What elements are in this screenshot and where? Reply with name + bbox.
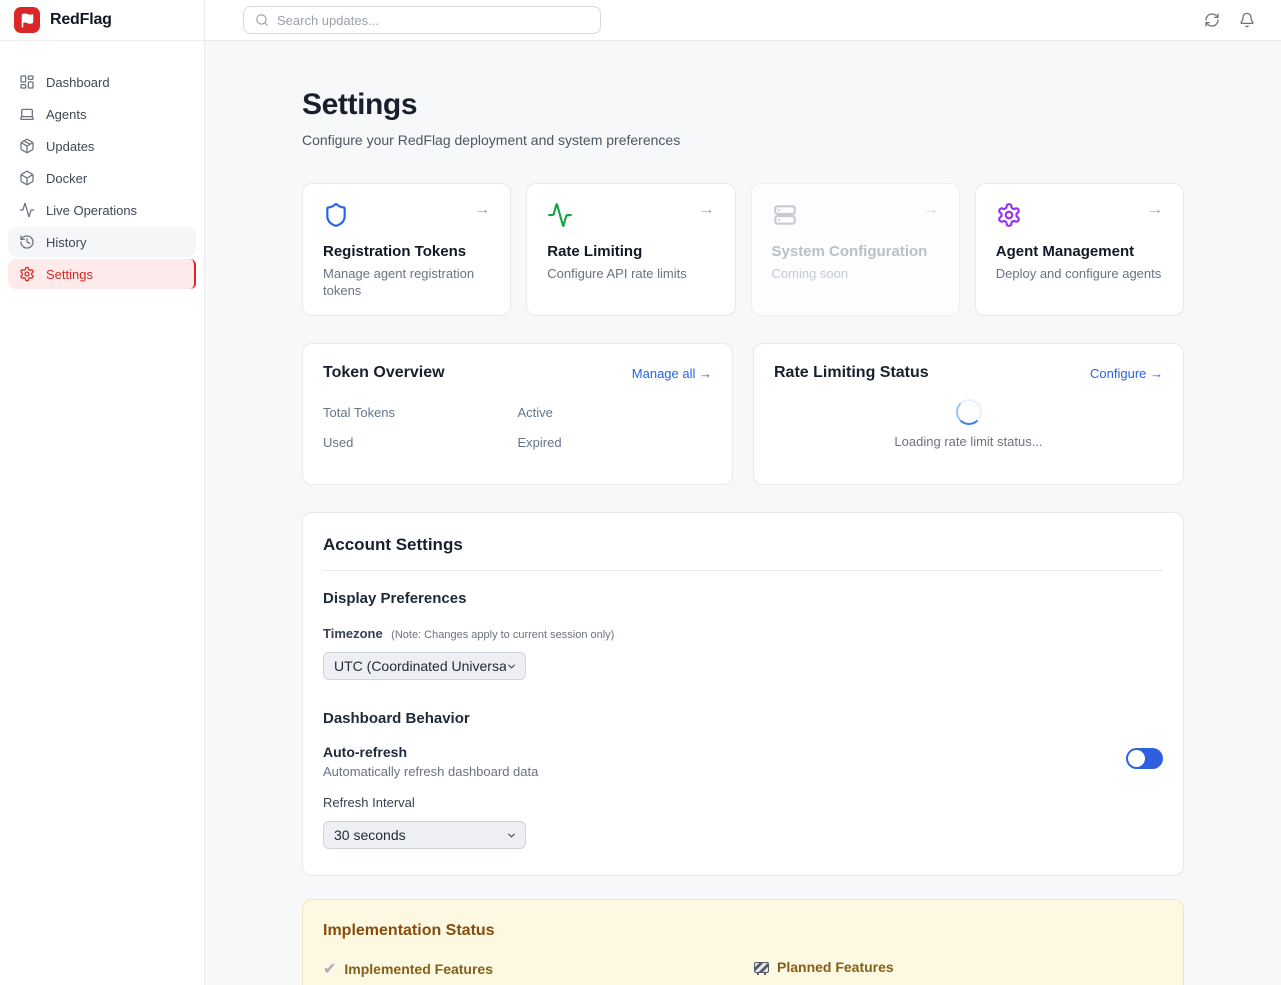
sidebar-item-label: Updates [46,138,95,154]
token-stats: Total Tokens Active Used Expired [323,405,712,450]
arrow-right-icon: → [698,201,715,218]
laptop-icon [19,106,35,122]
timezone-note: (Note: Changes apply to current session … [391,629,615,641]
manage-all-link[interactable]: Manage all → [631,365,712,381]
auto-refresh-toggle[interactable] [1126,748,1163,769]
loading-text: Loading rate limit status... [894,434,1043,449]
brand-name: RedFlag [50,11,112,28]
card-registration-tokens[interactable]: → Registration Tokens Manage agent regis… [302,183,512,316]
overview-panels: Token Overview Manage all → Total Tokens… [302,343,1184,485]
dashboard-behavior-section: Dashboard Behavior Auto-refresh Automati… [323,710,1163,849]
sidebar-item-live-operations[interactable]: Live Operations [8,195,196,225]
search-input[interactable] [277,12,589,28]
rate-limiting-status-panel: Rate Limiting Status Configure → Loading… [753,343,1184,485]
gear-icon [996,202,1022,228]
card-title: Rate Limiting [547,243,643,260]
card-title: Agent Management [995,243,1135,260]
planned-features-heading: Planned Features [777,959,894,975]
topbar [205,0,1281,41]
card-agent-management[interactable]: → Agent Management Deploy and configure … [974,183,1184,316]
refresh-interval-select[interactable]: 30 seconds [323,821,526,849]
account-settings-card: Account Settings Display Preferences Tim… [302,512,1184,876]
history-icon [19,234,35,250]
implemented-features-column: ✔ Implemented Features • Registration to… [323,959,732,985]
page-subtitle: Configure your RedFlag deployment and sy… [302,132,681,148]
grid-icon [19,74,35,90]
auto-refresh-description: Automatically refresh dashboard data [323,764,539,779]
page-title: Settings [302,88,418,121]
timezone-select[interactable]: UTC (Coordinated Universal T [323,652,526,680]
implementation-status-card: Implementation Status ✔ Implemented Feat… [302,899,1184,985]
display-preferences-section: Display Preferences Timezone (Note: Chan… [323,590,1163,680]
card-description: Manage agent registration tokens [323,266,475,298]
search-icon [255,13,269,27]
card-description: Configure API rate limits [547,266,687,281]
arrow-right-icon: → [474,201,491,218]
arrow-right-icon: → [1147,201,1163,218]
refresh-icon[interactable] [1204,12,1220,28]
sidebar: RedFlag Dashboard Agents [0,0,205,985]
toggle-knob [1128,750,1145,767]
sidebar-item-label: Agents [46,106,87,122]
chevron-down-icon [506,830,517,841]
bell-icon[interactable] [1239,12,1255,28]
construction-icon [754,961,769,975]
sidebar-item-label: Settings [46,266,93,282]
card-title: Registration Tokens [323,243,467,260]
sidebar-item-label: History [46,234,87,250]
card-system-configuration: → System Configuration Coming soon [750,183,960,316]
chevron-down-icon [506,661,517,672]
sidebar-item-history[interactable]: History [8,227,196,257]
display-preferences-title: Display Preferences [323,590,467,607]
package-icon [19,138,35,154]
sidebar-nav: Dashboard Agents Updates [0,41,204,289]
stat-label-active: Active [517,405,553,420]
card-title: System Configuration [771,243,928,260]
panel-title: Token Overview [323,364,445,381]
loading-spinner-icon [955,399,982,425]
card-description: Deploy and configure agents [995,266,1162,281]
content: Settings Configure your RedFlag deployme… [205,41,1281,985]
planned-features-column: Planned Features • System configuration … [754,959,1163,985]
sidebar-item-docker[interactable]: Docker [8,163,196,193]
timezone-label: Timezone [323,626,383,641]
sidebar-item-updates[interactable]: Updates [8,131,196,161]
sidebar-item-label: Dashboard [46,74,110,90]
stat-label-expired: Expired [517,435,562,450]
implementation-status-title: Implementation Status [323,922,495,939]
panel-title: Rate Limiting Status [774,364,929,381]
card-rate-limiting[interactable]: → Rate Limiting Configure API rate limit… [526,183,736,316]
arrow-right-icon: → [922,201,939,218]
sidebar-item-label: Live Operations [46,202,138,218]
flag-icon [14,7,40,33]
brand: RedFlag [0,0,204,41]
implemented-features-heading: Implemented Features [344,961,494,977]
refresh-interval-label: Refresh Interval [323,795,415,810]
sidebar-item-label: Docker [46,170,88,186]
configure-link[interactable]: Configure → [1090,365,1163,381]
main-area: Settings Configure your RedFlag deployme… [205,0,1281,985]
stat-label-total-tokens: Total Tokens [323,405,396,420]
sidebar-item-agents[interactable]: Agents [8,99,196,129]
token-overview-panel: Token Overview Manage all → Total Tokens… [302,343,733,485]
refresh-interval-value: 30 seconds [334,827,406,843]
dashboard-behavior-title: Dashboard Behavior [323,710,470,727]
gear-icon [19,266,35,282]
auto-refresh-label: Auto-refresh [323,744,408,760]
quick-cards: → Registration Tokens Manage agent regis… [302,183,1184,316]
shield-icon [323,202,349,228]
box-icon [19,170,35,186]
activity-icon [19,202,35,218]
server-icon [772,202,798,228]
topbar-actions [1204,12,1255,28]
check-icon: ✔ [323,961,337,978]
stat-label-used: Used [323,435,354,450]
sidebar-item-settings[interactable]: Settings [8,259,196,289]
timezone-select-value: UTC (Coordinated Universal T [334,658,506,674]
sidebar-item-dashboard[interactable]: Dashboard [8,67,196,97]
search-box[interactable] [243,6,601,34]
card-description: Coming soon [771,266,849,281]
account-settings-title: Account Settings [323,535,1163,571]
activity-icon [547,202,573,228]
